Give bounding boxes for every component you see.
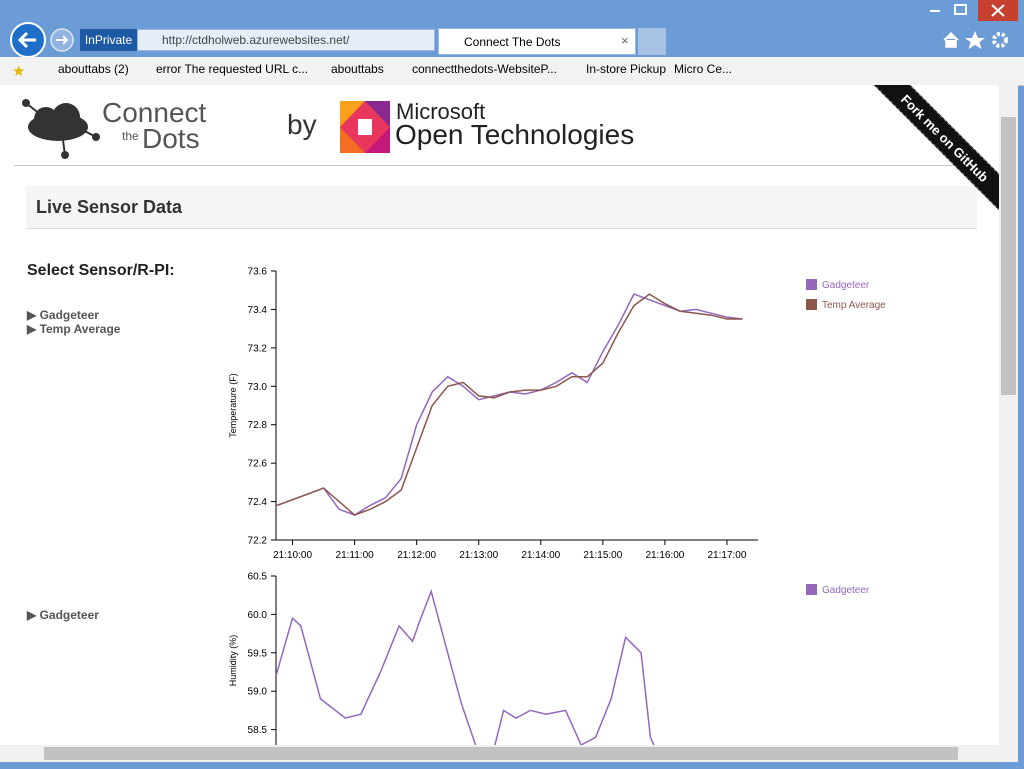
scroll-thumb[interactable] bbox=[1001, 117, 1016, 395]
nav-buttons bbox=[10, 22, 74, 58]
x-tick-label: 21:17:00 bbox=[708, 550, 747, 561]
y-tick-label: 72.8 bbox=[248, 420, 268, 431]
y-tick-label: 59.5 bbox=[248, 648, 268, 659]
ms-company: Microsoft bbox=[396, 99, 486, 124]
logo-connect: Connect bbox=[102, 97, 207, 128]
address-text: http://ctdholweb.azurewebsites.net/ bbox=[162, 33, 350, 47]
inprivate-badge: InPrivate bbox=[80, 29, 137, 51]
favorite-link[interactable]: abouttabs bbox=[331, 62, 384, 76]
panel-title: Live Sensor Data bbox=[36, 197, 183, 217]
by-text: by bbox=[287, 109, 317, 140]
x-tick-label: 21:14:00 bbox=[521, 550, 560, 561]
y-axis-label: Humidity (%) bbox=[228, 635, 238, 687]
ms-product: Open Technologies bbox=[395, 119, 635, 150]
favorite-link[interactable]: Micro Ce... bbox=[674, 62, 733, 76]
maximize[interactable] bbox=[954, 4, 967, 15]
y-tick-label: 59.0 bbox=[248, 687, 268, 698]
toolbar-icons bbox=[943, 31, 1008, 49]
tab-title: Connect The Dots bbox=[464, 35, 561, 49]
favorites[interactable] bbox=[965, 31, 985, 49]
settings[interactable] bbox=[992, 32, 1008, 48]
legend-label: Gadgeteer bbox=[822, 585, 870, 596]
minimize[interactable] bbox=[930, 10, 940, 12]
series-line bbox=[276, 293, 743, 516]
window-controls bbox=[930, 0, 1018, 21]
y-tick-label: 73.4 bbox=[248, 305, 268, 316]
sensor-link[interactable]: ▶ Gadgeteer bbox=[27, 308, 99, 322]
y-tick-label: 73.6 bbox=[248, 267, 268, 278]
x-tick-label: 21:12:00 bbox=[397, 550, 436, 561]
y-tick-label: 73.2 bbox=[248, 343, 268, 354]
horizontal-scrollbar[interactable] bbox=[0, 745, 1018, 762]
sidebar-heading: Select Sensor/R-PI: bbox=[27, 262, 175, 279]
page-content: Connect the Dots by Microsoft Open Techn… bbox=[0, 85, 999, 745]
favorite-link[interactable]: In-store Pickup bbox=[586, 62, 667, 76]
x-tick-label: 21:10:00 bbox=[273, 550, 312, 561]
legend-swatch bbox=[806, 279, 817, 290]
y-tick-label: 72.2 bbox=[248, 536, 268, 547]
y-tick-label: 72.4 bbox=[248, 497, 268, 508]
new-tab[interactable] bbox=[638, 28, 666, 55]
legend-swatch bbox=[806, 584, 817, 595]
y-tick-label: 58.5 bbox=[248, 725, 268, 736]
legend-label: Temp Average bbox=[822, 300, 886, 311]
scroll-thumb[interactable] bbox=[44, 747, 958, 760]
tab-close[interactable]: × bbox=[621, 33, 629, 48]
favorite-link[interactable]: error The requested URL c... bbox=[156, 62, 309, 76]
y-tick-label: 60.0 bbox=[248, 610, 268, 621]
series-line bbox=[276, 588, 655, 745]
home[interactable] bbox=[943, 31, 959, 48]
vertical-scrollbar[interactable] bbox=[999, 85, 1018, 745]
divider bbox=[14, 165, 985, 166]
x-tick-label: 21:13:00 bbox=[459, 550, 498, 561]
favorites-bar: ★ bbox=[0, 57, 1024, 86]
favorite-link[interactable]: abouttabs (2) bbox=[58, 62, 129, 76]
series-line bbox=[276, 293, 743, 516]
logo-dots: Dots bbox=[142, 123, 200, 154]
sensor-link[interactable]: ▶ Gadgeteer bbox=[27, 608, 99, 622]
y-tick-label: 72.6 bbox=[248, 459, 268, 470]
logo-the: the bbox=[122, 129, 139, 143]
legend-label: Gadgeteer bbox=[822, 280, 870, 291]
logo-icon bbox=[22, 99, 100, 159]
y-axis-label: Temperature (F) bbox=[228, 373, 238, 438]
favorites-star: ★ bbox=[12, 63, 26, 80]
sensor-link[interactable]: ▶ Temp Average bbox=[27, 322, 121, 336]
address-bar[interactable]: http://ctdholweb.azurewebsites.net/ bbox=[137, 29, 435, 51]
y-tick-label: 73.0 bbox=[248, 382, 268, 393]
legend-swatch bbox=[806, 299, 817, 310]
x-tick-label: 21:11:00 bbox=[336, 550, 375, 561]
tab[interactable]: Connect The Dots × bbox=[438, 28, 636, 55]
x-tick-label: 21:16:00 bbox=[645, 550, 684, 561]
favorite-link[interactable]: connectthedots-WebsiteP... bbox=[412, 62, 557, 76]
y-tick-label: 60.5 bbox=[248, 572, 268, 583]
charts: 72.2 72.4 72.6 72.8 73.0 73.2 73.4 73.6 21:10:00… bbox=[228, 267, 886, 745]
x-tick-label: 21:15:00 bbox=[583, 550, 622, 561]
panel-header: Live Sensor Data bbox=[26, 186, 977, 229]
ms-logo bbox=[340, 101, 390, 153]
